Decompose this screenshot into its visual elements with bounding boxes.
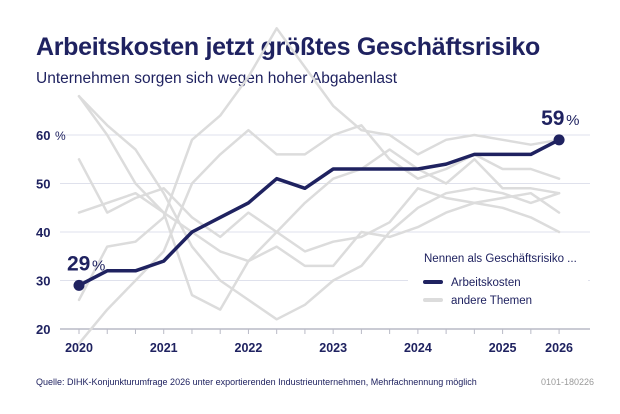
- value-label-unit: %: [92, 257, 105, 274]
- value-label: 59: [541, 107, 564, 130]
- chart-subtitle: Unternehmen sorgen sich wegen hoher Abga…: [36, 70, 398, 87]
- series-line-other: [77, 94, 561, 263]
- series-line-arbeitskosten: [77, 138, 561, 288]
- series-line-other: [77, 94, 561, 321]
- annotations: 29 %59%: [67, 107, 579, 291]
- chart-code: 0101-180226: [540, 377, 594, 387]
- x-tick-label: 2022: [235, 341, 263, 355]
- y-tick-label: 30: [36, 274, 50, 289]
- value-label: 29: [67, 252, 90, 275]
- other-series: [77, 27, 561, 345]
- chart-title: Arbeitskosten jetzt größtes Geschäftsris…: [36, 33, 540, 61]
- x-axis: 2020 2021 2022 2023 2024 2025 2026: [60, 328, 590, 355]
- series-line-other: [77, 148, 561, 239]
- series-line-other: [77, 191, 561, 311]
- legend-label-other: andere Themen: [451, 295, 532, 307]
- value-label-unit: %: [566, 112, 579, 129]
- legend: Nennen als Geschäftsrisiko ... Arbeitsko…: [408, 242, 588, 312]
- y-tick-label: 50: [36, 177, 50, 192]
- source-note: Quelle: DIHK-Konjunkturumfrage 2026 unte…: [36, 377, 477, 387]
- endpoint-marker: [73, 279, 85, 291]
- y-tick-label: 60: [36, 128, 50, 143]
- x-tick-label: 2025: [489, 341, 517, 355]
- endpoint-marker: [553, 134, 565, 146]
- x-tick-label: 2020: [65, 341, 93, 355]
- x-tick-label: 2024: [404, 341, 432, 355]
- x-tick-label: 2021: [150, 341, 178, 355]
- series-line-other: [77, 27, 561, 302]
- y-axis-labels: 60 % 50 40 30 20: [36, 128, 66, 337]
- y-tick-unit: %: [55, 129, 66, 143]
- y-tick-label: 20: [36, 322, 50, 337]
- legend-title: Nennen als Geschäftsrisiko ...: [424, 253, 577, 265]
- highlight-series: [77, 138, 561, 288]
- legend-label-highlight: Arbeitskosten: [451, 277, 521, 289]
- series-line-other: [77, 124, 561, 345]
- x-tick-label: 2023: [319, 341, 347, 355]
- y-tick-label: 40: [36, 225, 50, 240]
- x-tick-label: 2026: [545, 341, 573, 355]
